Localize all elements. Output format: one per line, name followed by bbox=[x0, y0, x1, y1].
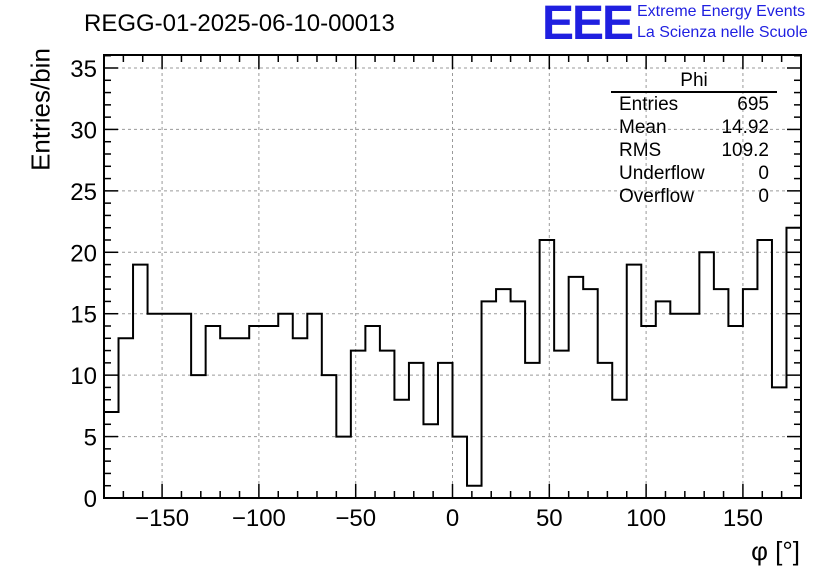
y-tick-label: 35 bbox=[70, 56, 97, 83]
histogram-bin bbox=[569, 277, 584, 498]
histogram-bin bbox=[453, 437, 468, 498]
x-axis-label: φ [°] bbox=[751, 536, 800, 566]
histogram-bin bbox=[278, 314, 293, 498]
y-tick-label: 15 bbox=[70, 302, 97, 329]
chart-title: REGG-01-2025-06-10-00013 bbox=[84, 10, 395, 37]
histogram-bin bbox=[351, 351, 366, 498]
x-tick-label: −100 bbox=[232, 505, 286, 532]
histogram-bin bbox=[743, 289, 758, 498]
stats-value: 0 bbox=[758, 163, 769, 184]
histogram-bin bbox=[177, 314, 192, 498]
histogram-bin bbox=[365, 326, 380, 498]
stats-title: Phi bbox=[611, 70, 777, 93]
histogram-bin bbox=[496, 289, 511, 498]
stats-label: Mean bbox=[619, 117, 667, 138]
y-tick-label: 5 bbox=[84, 425, 97, 452]
stats-label: Entries bbox=[619, 94, 679, 115]
x-tick-label: −50 bbox=[335, 505, 376, 532]
x-tick-labels: −150 −100 −50 0 50 100 150 bbox=[135, 505, 763, 532]
histogram-bin bbox=[336, 437, 351, 498]
histogram-bin bbox=[191, 375, 206, 498]
y-tick-label: 20 bbox=[70, 240, 97, 267]
histogram-bin bbox=[423, 424, 438, 498]
histogram-bin bbox=[627, 265, 642, 498]
histogram-bin bbox=[380, 351, 395, 498]
histogram-bin bbox=[438, 363, 453, 498]
axis-ticks bbox=[104, 54, 801, 498]
histogram-bin bbox=[264, 326, 279, 498]
histogram-bin bbox=[394, 400, 409, 498]
histogram-outline bbox=[103, 226, 802, 498]
histogram-bin bbox=[525, 363, 540, 498]
histogram-bin bbox=[206, 326, 221, 498]
histogram-bin bbox=[554, 351, 569, 498]
histogram-bin bbox=[148, 314, 163, 498]
stats-label: Overflow bbox=[619, 186, 694, 207]
y-axis-label: Entries/bin bbox=[25, 48, 56, 171]
stats-label: RMS bbox=[619, 140, 662, 161]
stats-row-underflow: Underflow 0 bbox=[611, 162, 777, 185]
stats-value: 695 bbox=[737, 94, 769, 115]
stats-box: Phi Entries 695 Mean 14.92 RMS 109.2 Und… bbox=[611, 70, 777, 208]
grid-lines bbox=[104, 55, 801, 498]
y-tick-label: 30 bbox=[70, 117, 97, 144]
histogram-bin bbox=[162, 314, 177, 498]
x-tick-label: 0 bbox=[446, 505, 459, 532]
x-tick-label: 150 bbox=[723, 505, 763, 532]
histogram-bin bbox=[583, 289, 598, 498]
y-tick-labels: 0 5 10 15 20 25 30 35 bbox=[70, 56, 97, 513]
histogram-bin bbox=[772, 387, 787, 498]
histogram-bin bbox=[133, 265, 148, 498]
histogram-bin bbox=[656, 301, 671, 498]
histogram-bin bbox=[220, 338, 235, 498]
histogram-bin bbox=[757, 240, 772, 498]
stats-value: 0 bbox=[758, 186, 769, 207]
histogram-bin bbox=[714, 289, 729, 498]
histogram-bin bbox=[409, 363, 424, 498]
stats-row-rms: RMS 109.2 bbox=[611, 139, 777, 162]
histogram-bin bbox=[641, 326, 656, 498]
stats-row-overflow: Overflow 0 bbox=[611, 185, 777, 208]
stats-row-entries: Entries 695 bbox=[611, 93, 777, 116]
x-tick-label: 50 bbox=[536, 505, 563, 532]
eee-logo-mark: EEE bbox=[542, 0, 634, 50]
histogram-bin bbox=[307, 314, 322, 498]
x-tick-label: −150 bbox=[135, 505, 189, 532]
x-tick-label: 100 bbox=[626, 505, 666, 532]
stats-value: 14.92 bbox=[721, 117, 769, 138]
logo-text-line2: La Scienza nelle Scuole bbox=[637, 24, 808, 41]
histogram-bin bbox=[598, 363, 613, 498]
histogram-bin bbox=[482, 301, 497, 498]
y-tick-label: 0 bbox=[84, 486, 97, 513]
histogram-bin bbox=[511, 301, 526, 498]
histogram-bin bbox=[728, 326, 743, 498]
stats-label: Underflow bbox=[619, 163, 705, 184]
stats-value: 109.2 bbox=[721, 140, 769, 161]
y-tick-label: 10 bbox=[70, 363, 97, 390]
histogram-bin bbox=[670, 314, 685, 498]
histogram-bin bbox=[467, 486, 482, 498]
stats-row-mean: Mean 14.92 bbox=[611, 116, 777, 139]
y-tick-label: 25 bbox=[70, 179, 97, 206]
histogram-bin bbox=[685, 314, 700, 498]
histogram-bin bbox=[235, 338, 250, 498]
logo-text-line1: Extreme Energy Events bbox=[637, 3, 806, 20]
histogram-bin bbox=[540, 240, 555, 498]
histogram-bin bbox=[293, 338, 308, 498]
histogram-bin bbox=[249, 326, 264, 498]
histogram-bin bbox=[119, 338, 134, 498]
histogram-bin bbox=[612, 400, 627, 498]
